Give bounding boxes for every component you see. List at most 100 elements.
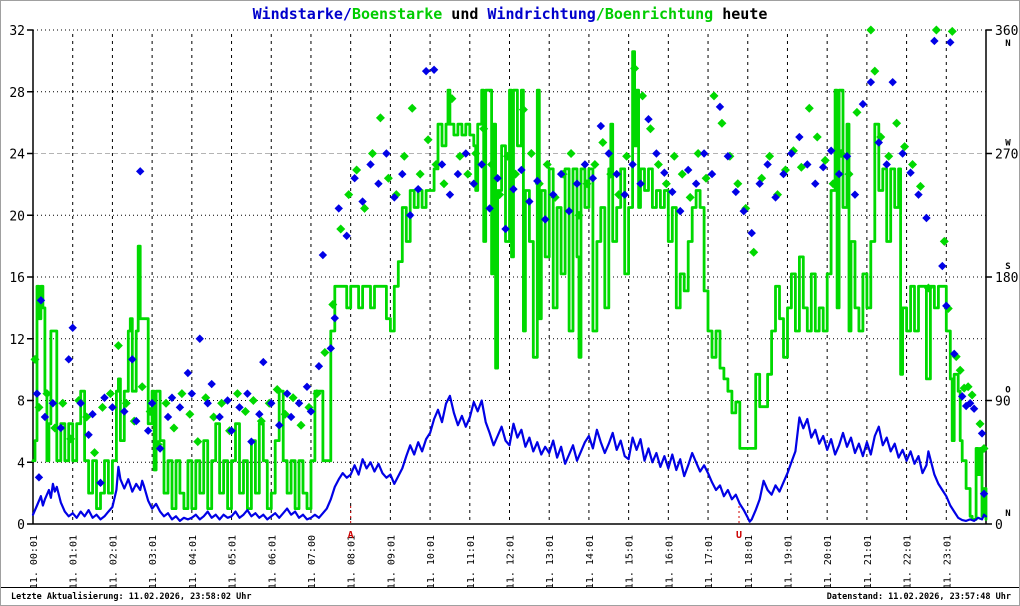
diamond-marker xyxy=(898,149,907,158)
diamond-marker xyxy=(280,409,290,419)
diamond-marker xyxy=(360,203,370,213)
x-tick-label: 11. 01:01 xyxy=(69,535,80,589)
diamond-marker xyxy=(143,426,153,435)
diamond-marker xyxy=(653,159,663,169)
diamond-marker xyxy=(850,190,860,199)
diamond-marker xyxy=(336,224,346,234)
diamond-marker xyxy=(676,206,685,216)
diamond-marker xyxy=(334,204,343,213)
diamond-marker xyxy=(942,301,951,311)
diamond-marker xyxy=(328,299,338,309)
diamond-marker xyxy=(96,478,105,488)
diamond-marker xyxy=(286,412,296,422)
y-left-label: 24 xyxy=(9,148,25,163)
diamond-marker xyxy=(34,473,44,482)
diamond-marker xyxy=(326,344,336,353)
diamond-marker xyxy=(826,146,836,155)
diamond-marker xyxy=(858,99,868,109)
x-tick-label: 11. 16:01 xyxy=(664,535,675,589)
y-left-label: 32 xyxy=(9,24,25,39)
compass-letter: N xyxy=(1005,39,1010,49)
diamond-marker xyxy=(344,190,354,200)
y-left-label: 28 xyxy=(9,86,25,101)
title-part-5: heute xyxy=(713,5,768,23)
diamond-marker xyxy=(755,179,764,188)
y-left-label: 4 xyxy=(17,456,25,471)
diamond-marker xyxy=(638,91,648,101)
diamond-marker xyxy=(541,215,550,224)
diamond-marker xyxy=(368,149,378,158)
diamond-marker xyxy=(874,138,883,147)
diamond-marker xyxy=(525,197,534,206)
diamond-marker xyxy=(908,159,918,169)
diamond-marker xyxy=(683,165,693,175)
diamond-marker xyxy=(382,149,391,158)
diamond-marker xyxy=(582,179,592,189)
diamond-marker xyxy=(866,77,876,87)
y-right-label: 0 xyxy=(995,518,1003,533)
diamond-marker xyxy=(259,357,268,367)
diamond-marker xyxy=(888,77,897,87)
x-tick-label: 11. 10:01 xyxy=(426,535,437,589)
diamond-marker xyxy=(906,168,915,177)
diamond-marker xyxy=(685,192,695,202)
diamond-marker xyxy=(701,173,711,183)
diamond-marker xyxy=(693,149,703,158)
diamond-marker xyxy=(747,228,756,238)
diamond-marker xyxy=(147,399,157,408)
diamond-marker xyxy=(717,118,727,128)
compass-letter: O xyxy=(1005,386,1011,396)
diamond-marker xyxy=(330,313,339,323)
diamond-marker xyxy=(566,149,576,158)
diamond-marker xyxy=(406,211,415,220)
diamond-marker xyxy=(398,169,407,179)
diamond-marker xyxy=(161,398,171,408)
diamond-marker xyxy=(163,412,173,422)
series-windstarke xyxy=(31,394,988,523)
diamond-marker xyxy=(177,389,187,399)
compass-letter: N xyxy=(1005,509,1010,519)
diamond-marker xyxy=(243,389,252,398)
diamond-marker xyxy=(477,160,486,169)
diamond-marker xyxy=(614,190,624,200)
diamond-marker xyxy=(836,149,846,158)
diamond-marker xyxy=(548,190,558,199)
diamond-marker xyxy=(493,174,502,183)
diamond-marker xyxy=(274,421,284,430)
diamond-marker xyxy=(820,155,830,165)
diamond-marker xyxy=(811,179,820,188)
diamond-marker xyxy=(965,399,975,408)
x-tick-label: 11. 00:01 xyxy=(29,535,40,589)
diamond-marker xyxy=(169,423,179,433)
diamond-marker xyxy=(248,396,258,405)
diamond-marker xyxy=(818,163,828,172)
title-part-1: Boenstarke xyxy=(351,5,443,23)
diamond-marker xyxy=(463,169,473,179)
diamond-marker xyxy=(644,114,653,124)
diamond-marker xyxy=(235,403,244,412)
diamond-marker xyxy=(542,159,552,169)
diamond-marker xyxy=(636,179,645,188)
diamond-marker xyxy=(606,169,616,179)
diamond-marker xyxy=(58,398,68,408)
diamond-marker xyxy=(900,142,910,152)
diamond-marker xyxy=(302,382,312,391)
diamond-marker xyxy=(765,151,775,161)
diamond-marker xyxy=(136,167,145,176)
diamond-marker xyxy=(320,347,330,357)
diamond-marker xyxy=(296,420,306,430)
diamond-marker xyxy=(517,165,526,175)
diamond-marker xyxy=(255,410,264,419)
diamond-marker xyxy=(501,224,510,234)
diamond-marker xyxy=(383,173,393,183)
diamond-marker xyxy=(232,389,242,399)
diamond-marker xyxy=(121,398,131,408)
diamond-marker xyxy=(175,403,185,412)
diamond-marker xyxy=(358,197,367,206)
diamond-marker xyxy=(429,65,439,74)
diamond-marker xyxy=(715,102,725,112)
diamond-marker xyxy=(749,247,759,257)
diamond-marker xyxy=(421,66,431,76)
